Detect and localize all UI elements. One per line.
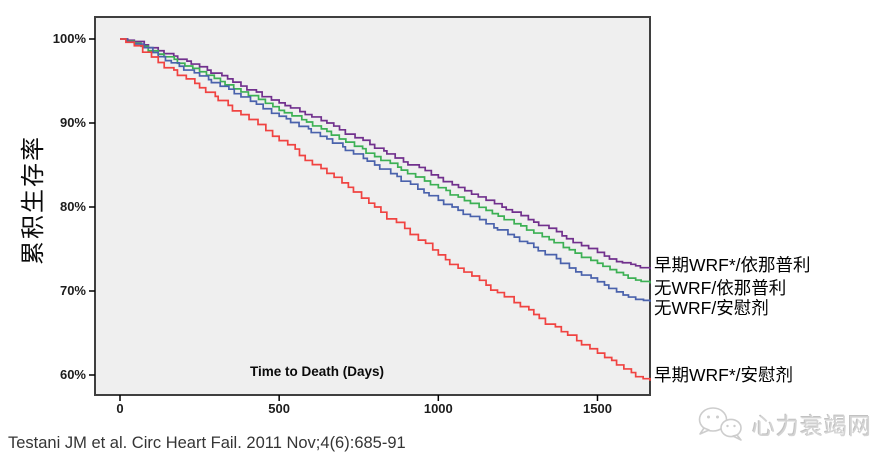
x-tick-label-500: 500: [268, 401, 290, 416]
x-axis-title: Time to Death (Days): [249, 364, 385, 379]
y-tick-label-70%: 70%: [59, 283, 86, 298]
watermark: 心力衰竭网: [696, 403, 882, 445]
wechat-icon: [698, 407, 742, 441]
survival-curve-1: [120, 38, 651, 270]
legend-label-2: 无WRF/依那普利: [654, 278, 787, 298]
legend-label-3: 无WRF/安慰剂: [654, 298, 769, 318]
survival-curve-4: [120, 38, 651, 381]
y-tick-label-90%: 90%: [59, 115, 86, 130]
watermark-text: 心力衰竭网: [752, 413, 872, 439]
x-tick-label-1500: 1500: [583, 401, 612, 416]
y-tick-label-80%: 80%: [59, 199, 86, 214]
y-tick-label-60%: 60%: [59, 367, 86, 382]
survival-curve-3: [120, 38, 651, 302]
x-tick-label-0: 0: [116, 401, 124, 416]
plot-area: [94, 16, 651, 396]
citation: Testani JM et al. Circ Heart Fail. 2011 …: [8, 434, 406, 452]
legend-label-4: 早期WRF*/安慰剂: [654, 365, 794, 385]
legend-label-1: 早期WRF*/依那普利: [654, 255, 811, 275]
survival-plot: [89, 16, 651, 401]
x-tick-label-1000: 1000: [423, 401, 453, 416]
survival-curve-2: [120, 38, 651, 284]
y-tick-label-100%: 100%: [52, 31, 86, 46]
